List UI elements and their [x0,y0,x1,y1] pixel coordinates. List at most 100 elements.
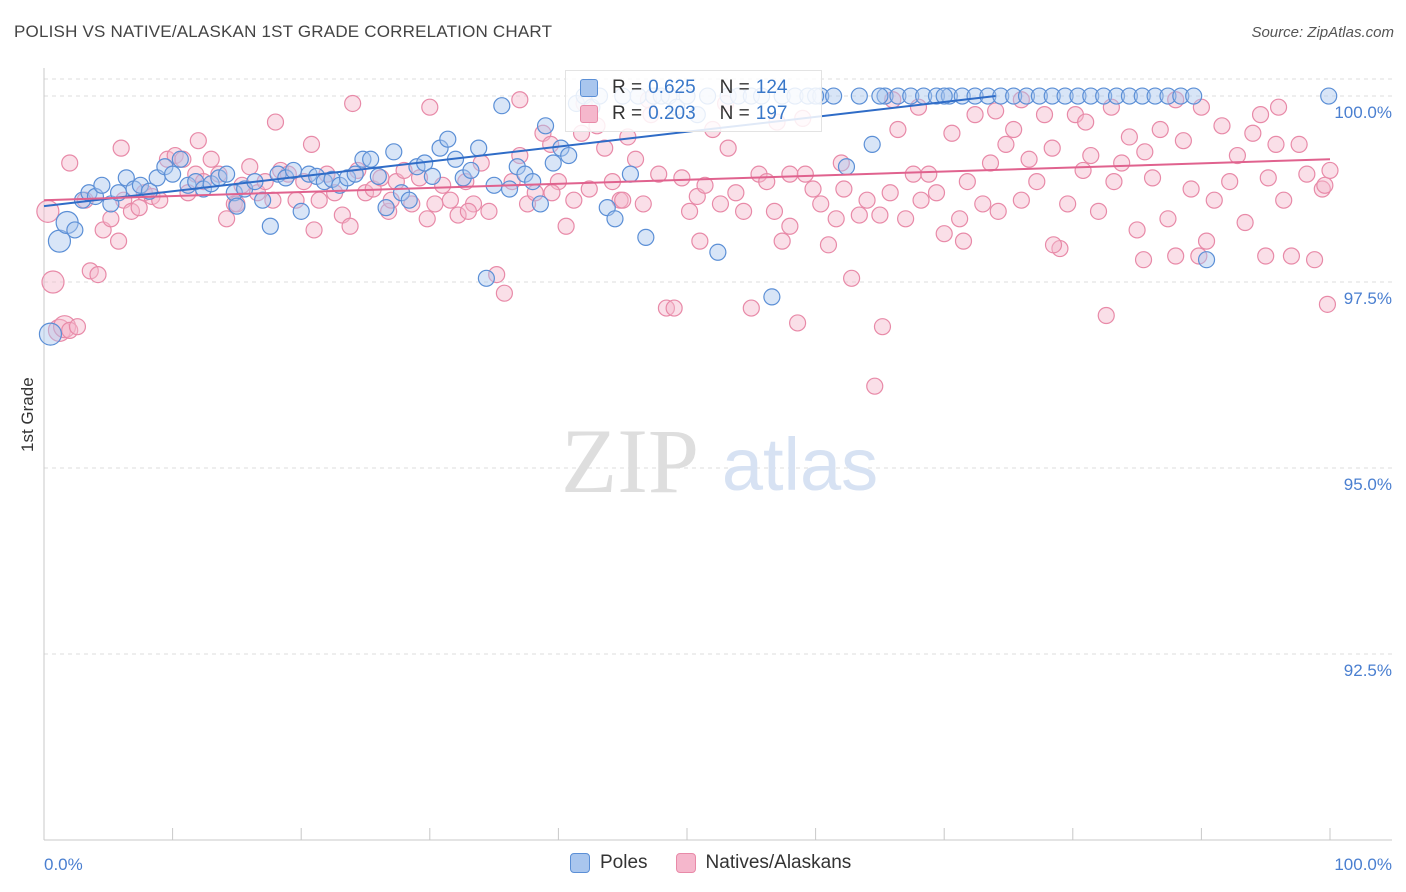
natives-point [305,221,323,239]
natives-point [596,139,614,157]
natives-point [302,135,321,153]
natives-point [1105,172,1123,191]
natives-point [41,270,65,294]
watermark-atlas: atlas [722,423,878,506]
natives-point [1267,135,1285,153]
y-tick-label: 97.5% [1344,289,1392,308]
poles-point [531,195,549,213]
natives-point [873,318,892,336]
natives-point [966,106,984,124]
poles-point [876,87,894,105]
natives-point [742,299,760,317]
natives-point [36,199,60,223]
natives-point [1159,210,1177,228]
poles-legend-swatch [570,853,590,873]
poles-point [1197,251,1216,269]
natives-point [904,165,922,183]
legend-stats: R = 0.625 N = 124 R = 0.203 N = 197 [565,70,822,132]
natives-legend-swatch [675,853,696,873]
poles-point [66,221,84,239]
axes-layer [43,68,1392,841]
natives-point [1059,195,1077,213]
poles-point [1159,87,1177,105]
natives-point [1205,191,1223,209]
poles-point [1082,87,1100,105]
natives-point [765,202,784,220]
natives-legend-label: Natives/Alaskans [705,852,852,873]
natives-point [189,132,207,150]
poles-point [863,135,881,153]
natives-point [202,150,220,168]
n-value: 124 [755,77,788,98]
natives-point [344,94,362,113]
poles-point [606,210,624,228]
natives-point [989,202,1007,220]
y-tick-label: 100.0% [1334,103,1392,122]
natives-point [819,236,838,254]
natives-point [788,314,807,332]
natives-point [843,269,861,287]
natives-point [796,165,814,183]
natives-point [441,191,459,209]
natives-point [1028,172,1046,191]
poles-swatch [580,79,598,97]
legend-row-natives: R = 0.203 N = 197 [580,103,811,125]
poles-point [1017,87,1036,105]
natives-point [421,98,439,116]
natives-point [871,206,889,224]
chart-title: POLISH VS NATIVE/ALASKAN 1ST GRADE CORRE… [14,22,553,41]
poles-point [131,176,150,194]
poles-point [1133,87,1151,105]
poles-point [462,161,480,180]
natives-point [1213,117,1231,135]
natives-point [889,120,907,139]
legend-item-poles[interactable]: Poles [570,852,648,874]
poles-point [292,202,310,220]
natives-point [835,180,853,198]
watermark: ZIP atlas [561,410,878,512]
legend-series: Poles Natives/Alaskans [570,852,879,874]
poles-point [1120,87,1138,105]
natives-point [804,180,822,198]
natives-point [1244,124,1262,142]
legend-item-natives[interactable]: Natives/Alaskans [675,852,852,874]
poles-point [560,146,578,165]
natives-point [1228,146,1247,165]
natives-point [266,113,285,131]
natives-point [1134,251,1153,269]
natives-point [1182,180,1200,198]
natives-point [1143,169,1162,187]
natives-point [1044,236,1063,254]
poles-point [423,167,441,185]
natives-point [89,265,107,284]
natives-point [130,199,148,217]
poles-point [1095,87,1113,105]
poles-point [500,180,519,198]
natives-point [773,232,791,250]
poles-point [38,322,63,346]
natives-point [943,124,961,142]
natives-point [850,206,868,224]
n-label: N = [719,77,750,98]
natives-point [626,150,645,168]
poles-trend-line [43,95,996,208]
x-tick-label: 100.0% [1334,855,1392,874]
natives-point [614,191,632,209]
y-tick-label: 95.0% [1344,475,1392,494]
watermark-zip: ZIP [561,410,699,512]
natives-point [1136,143,1154,161]
n-value: 197 [755,103,788,124]
poles-point [439,130,457,148]
poles-point [709,243,727,261]
natives-point [1259,169,1277,187]
natives-point [1282,247,1301,265]
natives-point [691,232,709,250]
natives-points [36,91,1339,395]
natives-point [1035,106,1054,124]
poles-point [1146,87,1164,105]
natives-point [1005,120,1023,139]
poles-point [935,87,953,105]
natives-point [734,202,753,220]
poles-point [637,228,655,246]
natives-point [449,206,467,224]
